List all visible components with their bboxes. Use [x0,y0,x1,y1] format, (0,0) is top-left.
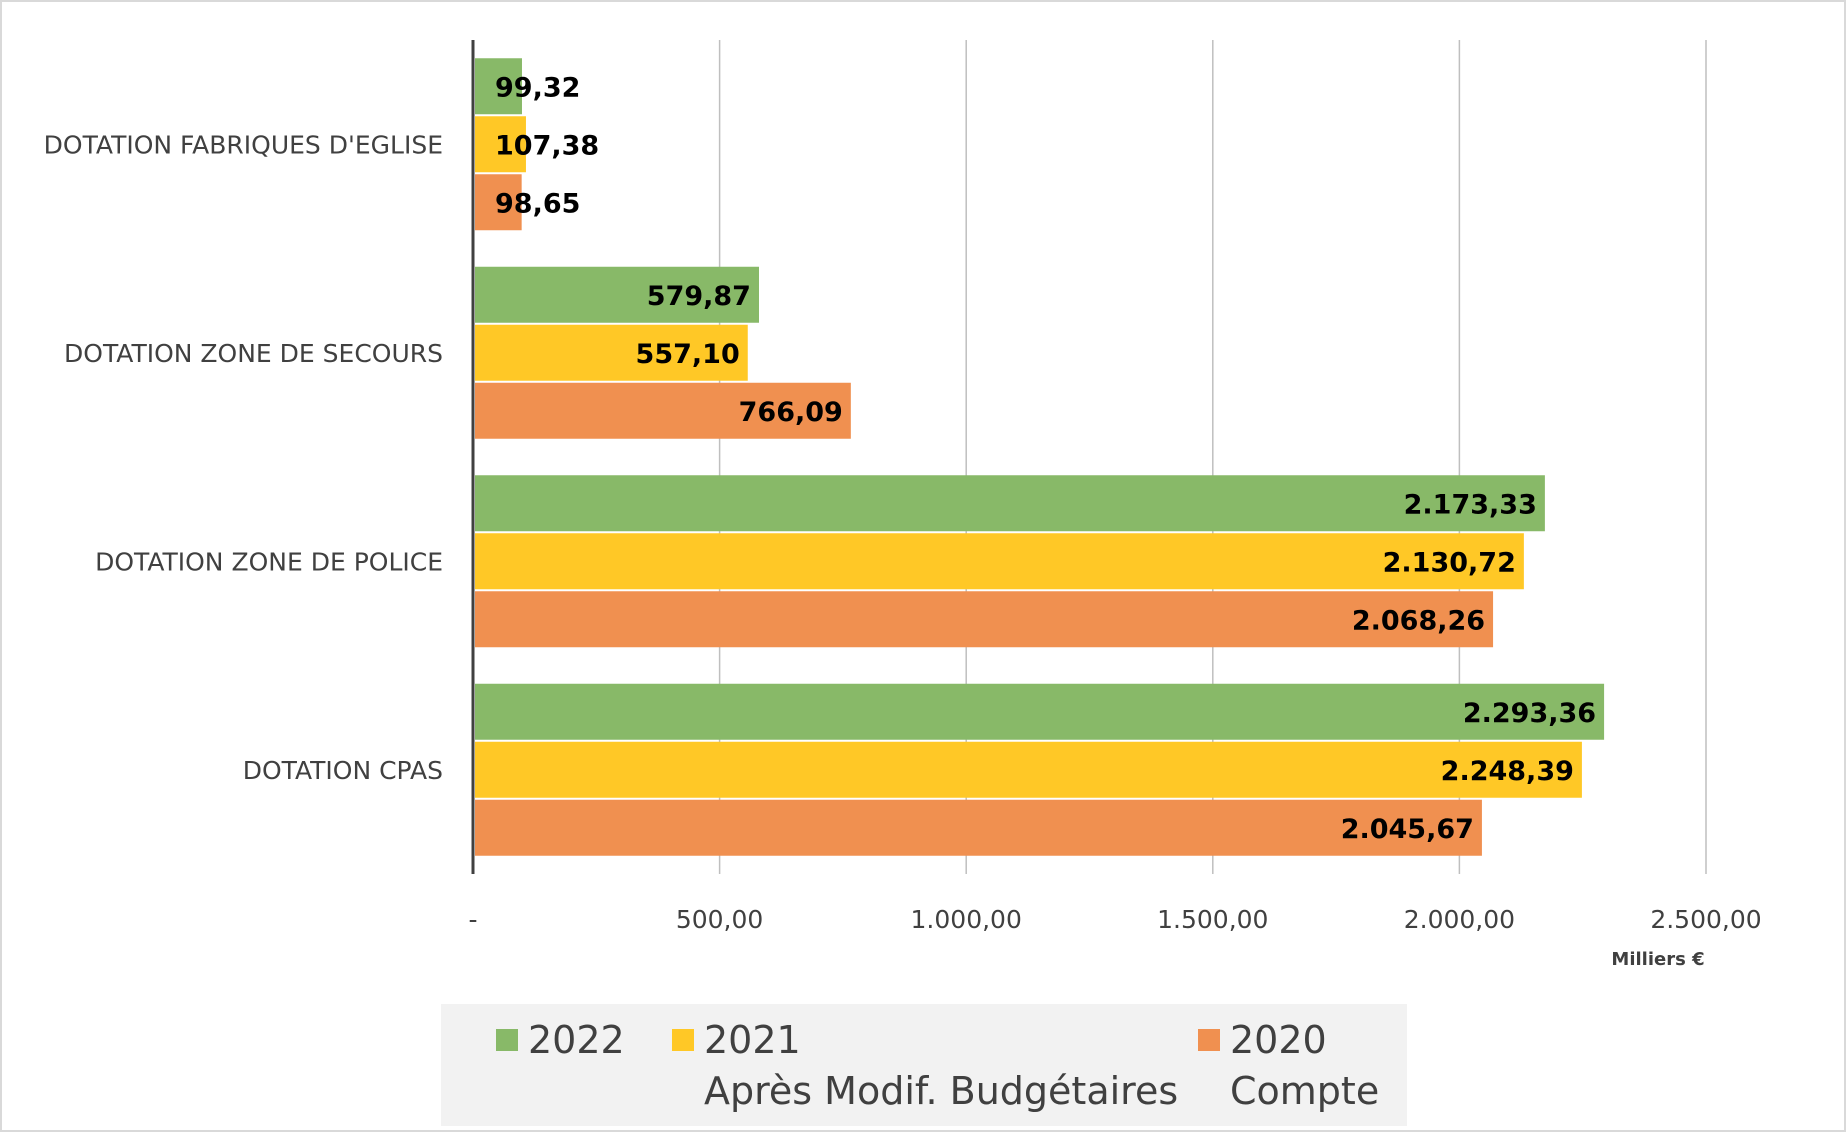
bar [475,475,1545,532]
data-label: 766,09 [739,397,843,428]
category-label: DOTATION CPAS [243,756,443,785]
legend-item: 2022 [496,1018,625,1062]
data-label: 2.068,26 [1352,605,1485,636]
legend-background [441,1004,1407,1126]
x-tick-label: 500,00 [676,905,763,934]
x-tick-label: 2.000,00 [1404,905,1515,934]
x-tick-labels: - 500,00 1.000,00 1.500,00 2.000,00 2.500,00 [468,905,1761,934]
bar [475,382,851,439]
data-label: 98,65 [495,188,580,219]
data-label: 2.293,36 [1463,698,1596,729]
data-label: 99,32 [495,72,580,103]
bar [475,58,522,115]
data-label: 2.173,33 [1404,489,1537,520]
legend-label-line2: Après Modif. Budgétaires [704,1069,1178,1113]
bar [475,799,1482,856]
bar [475,533,1524,590]
legend-swatch [672,1029,694,1051]
bar [475,741,1582,798]
bar [475,324,748,381]
bar [475,683,1605,740]
data-label: 107,38 [495,130,599,161]
bar [475,116,526,173]
legend-label: 2020 [1230,1018,1327,1062]
bar [475,266,759,323]
x-tick-label: 2.500,00 [1650,905,1761,934]
data-label: 579,87 [647,281,751,312]
legend-swatch [1198,1029,1220,1051]
x-axis-title: Milliers € [1611,949,1704,970]
legend-item: 2020 Compte [1198,1018,1379,1113]
legend-label: 2021 [704,1018,801,1062]
category-labels: DOTATION FABRIQUES D'EGLISE DOTATION ZONE… [44,130,443,785]
category-label: DOTATION ZONE DE SECOURS [64,339,443,368]
data-label: 2.045,67 [1341,814,1474,845]
category-label: DOTATION FABRIQUES D'EGLISE [44,130,443,159]
x-tick-label: 1.000,00 [911,905,1022,934]
x-tick-label: - [468,905,477,934]
data-label: 2.248,39 [1441,756,1574,787]
category-label: DOTATION ZONE DE POLICE [95,547,443,576]
x-tick-label: 1.500,00 [1157,905,1268,934]
data-label: 557,10 [636,339,740,370]
legend: 2022 2021 Après Modif. Budgétaires 2020 Comp… [441,1004,1407,1126]
bar [475,174,522,231]
legend-label-line2: Compte [1230,1069,1379,1113]
bars: 99,32 107,38 98,65 579,87 557,10 766,09 2.173,… [475,58,1605,856]
legend-label: 2022 [528,1018,625,1062]
bar [475,591,1494,648]
legend-item: 2021 Après Modif. Budgétaires [672,1018,1178,1113]
legend-swatch [496,1029,518,1051]
data-label: 2.130,72 [1383,547,1516,578]
